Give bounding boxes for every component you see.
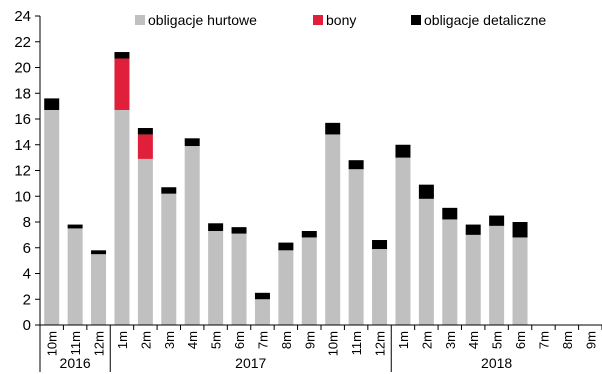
bar-segment-3-11 [278,242,294,251]
bar-segment-1-1 [44,109,60,326]
bar-segment-2-4 [114,58,130,110]
x-category-label: 12m [92,331,107,356]
bar-segment-2-5 [137,134,153,159]
bar-segment-1-2 [67,228,83,325]
x-category-label: 7m [536,331,551,349]
x-category-label: 5m [490,331,505,349]
bar-segment-1-7 [184,146,200,325]
bar-segment-3-6 [161,187,177,194]
bar-segment-3-14 [348,160,364,170]
x-category-label: 1m [396,331,411,349]
y-tick-label: 0 [23,317,31,334]
legend-label-2: bony [326,12,356,28]
bar-segment-1-18 [442,219,458,325]
bar-segment-3-20 [489,215,505,226]
y-tick-label: 24 [14,8,31,25]
bar-segment-3-9 [231,227,247,234]
x-category-label: 3m [443,331,458,349]
legend-swatch-2 [313,15,323,25]
bar-segment-1-15 [372,249,388,325]
bar-segment-3-1 [44,98,60,110]
bar-segment-1-9 [231,233,247,325]
bar-segment-3-10 [254,292,270,300]
x-category-label: 5m [209,331,224,349]
bars [44,52,528,326]
y-tick-label: 12 [14,163,31,180]
x-category-label: 11m [68,331,83,355]
bar-segment-3-5 [137,128,153,135]
bar-segment-3-8 [208,223,224,232]
x-category-label: 2m [419,331,434,349]
x-category-label: 9m [583,331,598,349]
legend-swatch-3 [411,15,421,25]
bar-segment-1-19 [465,234,481,326]
bar-segment-1-13 [325,134,341,325]
y-tick-label: 18 [14,85,31,102]
x-category-label: 8m [560,331,575,349]
bar-segment-1-6 [161,193,177,325]
y-tick-label: 10 [14,188,31,205]
x-category-label: 2m [138,331,153,349]
x-category-label: 10m [45,331,60,356]
bar-segment-3-3 [91,250,107,255]
bar-segment-3-18 [442,207,458,220]
bar-segment-1-20 [489,225,505,325]
legend-label-1: obligacje hurtowe [148,12,257,28]
y-tick-label: 6 [23,240,31,257]
bar-segment-3-17 [418,184,434,199]
bar-segment-1-17 [418,198,434,325]
bar-segment-1-11 [278,250,294,325]
y-tick-label: 14 [14,137,31,154]
y-tick-label: 2 [23,291,31,308]
x-category-label: 7m [255,331,270,349]
bar-segment-3-2 [67,224,83,229]
x-category-label: 6m [232,331,247,349]
legend-label-3: obligacje detaliczne [424,12,546,28]
year-group-label: 2017 [235,355,266,371]
bar-segment-1-8 [208,231,224,325]
bar-segment-3-15 [372,240,388,250]
bar-segment-3-21 [512,222,528,238]
bar-segment-3-4 [114,52,130,59]
bar-segment-3-19 [465,224,481,235]
x-category-label: 6m [513,331,528,349]
bar-segment-1-14 [348,169,364,325]
bar-segment-3-16 [395,144,411,158]
x-category-label: 8m [279,331,294,349]
x-category-label: 10m [326,331,341,356]
x-category-label: 1m [115,331,130,349]
x-category-label: 9m [302,331,317,349]
year-group-label: 2016 [60,355,91,371]
y-tick-label: 16 [14,111,31,128]
bar-segment-3-13 [325,122,341,135]
x-category-label: 4m [466,331,481,349]
legend-swatch-1 [135,15,145,25]
bar-segment-1-16 [395,157,411,326]
y-tick-label: 20 [14,60,31,77]
bar-segment-1-5 [137,158,153,325]
y-tick-label: 4 [23,266,31,283]
bar-segment-1-4 [114,109,130,326]
y-tick-label: 8 [23,214,31,231]
x-category-label: 4m [185,331,200,349]
bar-segment-1-10 [254,299,270,325]
bar-segment-1-12 [301,237,317,325]
year-group-label: 2018 [481,355,512,371]
bar-segment-3-7 [184,138,200,147]
bar-segment-3-12 [301,231,317,238]
bar-segment-1-3 [91,254,107,325]
x-category-label: 11m [349,331,364,355]
bar-segment-1-21 [512,237,528,325]
x-category-label: 12m [373,331,388,356]
y-tick-label: 22 [14,34,31,51]
x-category-label: 3m [162,331,177,349]
legend: obligacje hurtowe bony obligacje detaliczn… [135,12,546,28]
